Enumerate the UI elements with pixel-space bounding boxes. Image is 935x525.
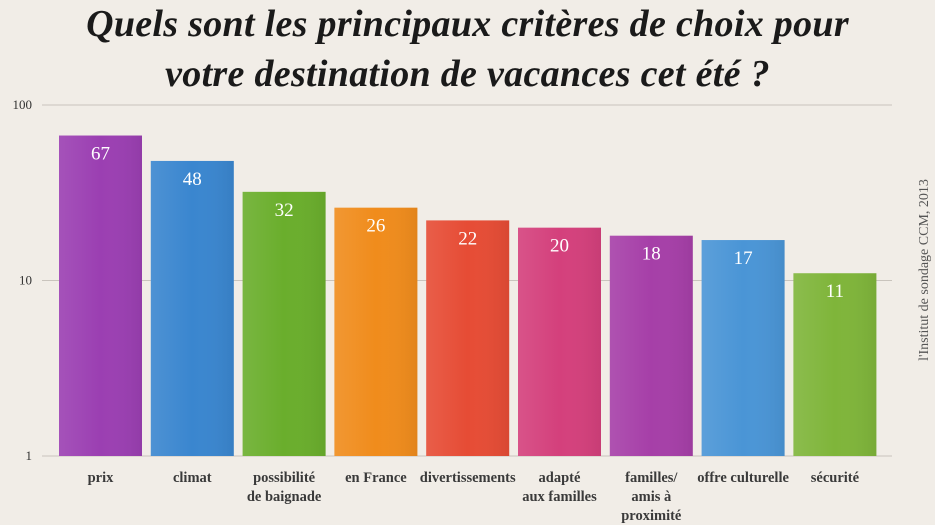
x-category-label: familles/amis à proximité — [621, 470, 682, 524]
bar-group: 22 — [426, 220, 510, 456]
bar-sheen — [242, 191, 326, 456]
bar-value-label: 17 — [734, 248, 753, 269]
bar-value-label: 48 — [183, 169, 202, 190]
y-tick-label: 1 — [26, 448, 33, 463]
bar-sheen — [793, 273, 877, 456]
y-tick-label: 10 — [19, 273, 32, 288]
source-note: l'Institut de sondage CCM, 2013 — [917, 179, 932, 361]
x-category-label: prix — [88, 470, 115, 486]
bar-value-label: 32 — [275, 200, 294, 221]
bar-value-label: 18 — [642, 244, 661, 265]
bar-value-label: 26 — [366, 216, 385, 237]
bar-sheen — [334, 207, 418, 456]
bar-value-label: 20 — [550, 236, 569, 257]
x-category-label: offre culturelle — [697, 470, 789, 486]
bar-group: 20 — [518, 227, 601, 456]
bar-group: 17 — [701, 240, 785, 456]
x-category-label-line: possibilité — [253, 470, 316, 486]
x-category-label-line: en France — [345, 470, 407, 486]
x-axis: prix climat possibilité de baignade en Franc… — [88, 470, 860, 524]
chart-title-line-1: Quels sont les principaux critères de ch… — [86, 3, 849, 45]
x-category-label-line: aux familles — [522, 489, 597, 505]
x-category-label: climat — [173, 470, 212, 486]
bar-group: 26 — [334, 207, 418, 456]
x-category-label: adapté aux familles — [522, 470, 597, 505]
bar-group: 67 — [59, 135, 142, 456]
x-category-label-line: climat — [173, 470, 212, 486]
bar-value-label: 11 — [826, 281, 844, 302]
x-category-label-line: de baignade — [247, 489, 322, 505]
x-category-label: possibilité de baignade — [247, 470, 322, 505]
bar-sheen — [518, 227, 601, 456]
y-tick-label: 100 — [13, 97, 33, 112]
bar-sheen — [150, 160, 234, 456]
x-category-label-line: familles/ — [625, 470, 678, 486]
chart-title-line-2: votre destination de vacances cet été ? — [165, 53, 770, 95]
x-category-label-line: sécurité — [811, 470, 860, 486]
bar-value-label: 67 — [91, 144, 110, 165]
x-category-label: divertissements — [420, 470, 516, 486]
bars: 67 48 32 26 22 20 18 17 11 — [59, 135, 877, 456]
bar-sheen — [59, 135, 142, 456]
x-category-label: sécurité — [811, 470, 860, 486]
x-category-label-line: adapté — [539, 470, 581, 486]
x-category-label-line: amis à — [631, 489, 672, 505]
bar-value-label: 22 — [458, 228, 477, 249]
y-axis: 1 10 100 — [13, 97, 33, 463]
x-category-label-line: proximité — [621, 508, 682, 524]
bar-sheen — [701, 240, 785, 456]
bar-sheen — [609, 235, 693, 456]
bar-group: 11 — [793, 273, 877, 456]
bar-sheen — [426, 220, 510, 456]
bar-group: 18 — [609, 235, 693, 456]
x-category-label: en France — [345, 470, 407, 486]
bar-group: 32 — [242, 191, 326, 456]
x-category-label-line: offre culturelle — [697, 470, 789, 486]
bar-group: 48 — [150, 160, 234, 456]
x-category-label-line: prix — [88, 470, 115, 486]
x-category-label-line: divertissements — [420, 470, 516, 486]
